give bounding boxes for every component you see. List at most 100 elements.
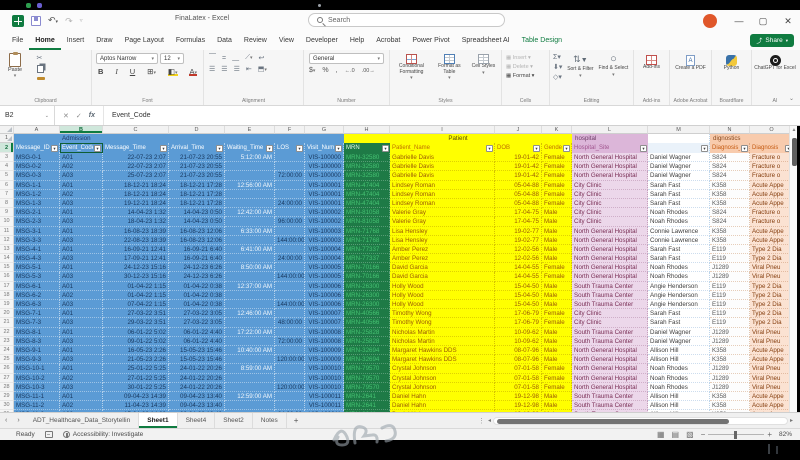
- filter-icon[interactable]: ▾: [382, 144, 389, 152]
- cell[interactable]: A03: [60, 336, 103, 346]
- cell[interactable]: [275, 327, 305, 337]
- cell[interactable]: 21-05-23 2:26: [103, 355, 169, 365]
- cell[interactable]: A01: [60, 208, 103, 218]
- cell[interactable]: K358: [710, 226, 750, 236]
- cell[interactable]: Noah Rhodes: [648, 263, 710, 273]
- cell[interactable]: K358: [710, 355, 750, 365]
- cell[interactable]: MSG-11-3: [14, 410, 60, 412]
- cell[interactable]: [275, 401, 305, 411]
- cell[interactable]: 27-03-22 3:05: [169, 318, 225, 328]
- cell[interactable]: A02: [60, 290, 103, 300]
- cell[interactable]: Holly Wood: [390, 281, 495, 291]
- accessibility-status[interactable]: Accessibility: Investigate: [62, 431, 143, 438]
- cell[interactable]: MSG-1-3: [14, 198, 60, 209]
- cell[interactable]: 12:56:00 AM: [225, 180, 275, 190]
- cell[interactable]: [225, 318, 275, 328]
- cell[interactable]: Acute Appe: [750, 198, 794, 209]
- cell[interactable]: E119: [710, 254, 750, 264]
- cell[interactable]: S824: [710, 153, 750, 163]
- cell[interactable]: MRN-81058: [344, 217, 390, 227]
- cell[interactable]: 12:59:00 AM: [225, 391, 275, 402]
- cell[interactable]: J1289: [710, 364, 750, 374]
- cell[interactable]: 24-01-22 20:26: [169, 373, 225, 383]
- fill-icon[interactable]: ⬇▾: [553, 64, 563, 71]
- menu-tab-formulas[interactable]: Formulas: [175, 37, 206, 44]
- cell[interactable]: MSG-8-3: [14, 336, 60, 346]
- cancel-formula-icon[interactable]: ✕: [63, 112, 69, 120]
- cell[interactable]: MSG-6-2: [14, 290, 60, 300]
- cell[interactable]: Daniel Wagner: [648, 336, 710, 346]
- indent-decrease-icon[interactable]: ⇤: [245, 66, 252, 73]
- cell[interactable]: Noah Rhodes: [648, 382, 710, 392]
- cell[interactable]: MRN-70166: [344, 263, 390, 273]
- cell[interactable]: David Garcia: [390, 263, 495, 273]
- cell[interactable]: 30-12-23 15:16: [103, 272, 169, 282]
- cell[interactable]: 19-01-42: [495, 162, 542, 172]
- cell[interactable]: A01: [60, 391, 103, 402]
- cell[interactable]: Lindsey Roman: [390, 180, 495, 190]
- cell[interactable]: J1289: [710, 263, 750, 273]
- cell[interactable]: 24-01-22 20:26: [169, 382, 225, 392]
- filter-icon[interactable]: ▾: [94, 144, 101, 152]
- row-header-24[interactable]: 24: [0, 345, 14, 356]
- zoom-in-icon[interactable]: +: [767, 429, 772, 439]
- cell[interactable]: K358: [710, 345, 750, 356]
- cell[interactable]: [225, 300, 275, 310]
- cell[interactable]: 17:22:00 AM: [225, 327, 275, 337]
- cell[interactable]: 19-02-77: [495, 235, 542, 245]
- cell[interactable]: VIS-100005: [305, 263, 344, 273]
- column-header-dob[interactable]: DOB ▾: [495, 143, 542, 153]
- row-header-18[interactable]: 18: [0, 290, 14, 300]
- cell[interactable]: VIS-100010: [305, 364, 344, 374]
- cell[interactable]: Amber Perez: [390, 254, 495, 264]
- cell[interactable]: Connie Lawrence: [648, 226, 710, 236]
- column-header-message-id[interactable]: Message_ID ▾: [14, 143, 60, 153]
- cell[interactable]: [275, 244, 305, 255]
- row-header-5[interactable]: 5: [0, 171, 14, 181]
- cell[interactable]: 96:00:00: [275, 217, 305, 227]
- cell[interactable]: S824: [710, 162, 750, 172]
- cut-icon[interactable]: ✂: [36, 55, 43, 62]
- bold-button[interactable]: B: [98, 67, 104, 76]
- cell[interactable]: VIS-100008: [305, 336, 344, 346]
- cell[interactable]: Fracture o: [750, 162, 794, 172]
- cell[interactable]: Daniel Wagner: [648, 153, 710, 163]
- cell[interactable]: 15-04-50: [495, 300, 542, 310]
- cell[interactable]: 17-09-21 12:41: [103, 254, 169, 264]
- menu-tab-spreadsheet-ai[interactable]: Spreadsheet AI: [461, 37, 510, 44]
- cell[interactable]: E119: [710, 244, 750, 255]
- cell[interactable]: Female: [542, 171, 572, 181]
- delete-cells-button[interactable]: ▦ Delete ▾: [506, 64, 533, 70]
- cell[interactable]: A03: [60, 318, 103, 328]
- cell[interactable]: 11-04-23 14:39: [103, 401, 169, 411]
- cell[interactable]: MRN-70166: [344, 272, 390, 282]
- cell[interactable]: 120:00:00: [275, 382, 305, 392]
- cell[interactable]: MSG-10-3: [14, 382, 60, 392]
- cell[interactable]: Gabrielle Davis: [390, 162, 495, 172]
- horizontal-scroll-thumb[interactable]: [497, 419, 730, 424]
- cell-styles-button[interactable]: Cell Styles ▾: [469, 54, 498, 105]
- row-header-16[interactable]: 16: [0, 272, 14, 282]
- cell[interactable]: [225, 373, 275, 383]
- font-size-select[interactable]: 12 ▾: [160, 53, 184, 64]
- cell[interactable]: Holly Wood: [390, 300, 495, 310]
- cell[interactable]: Acute Appe: [750, 345, 794, 356]
- sort-filter-button[interactable]: ⇅▼ Sort & Filter ▾: [567, 54, 594, 79]
- cell[interactable]: [225, 217, 275, 227]
- cell[interactable]: City Clinic: [572, 309, 648, 319]
- cell[interactable]: Sarah Fast: [648, 318, 710, 328]
- cell[interactable]: S824: [710, 171, 750, 181]
- cell[interactable]: Acute Appe: [750, 391, 794, 402]
- cell[interactable]: [275, 208, 305, 218]
- cell[interactable]: Male: [542, 217, 572, 227]
- cell[interactable]: South Trauma Center: [572, 327, 648, 337]
- insert-function-icon[interactable]: fx: [88, 112, 95, 119]
- column-header-diagnosis[interactable]: Diagnosis▾: [750, 143, 794, 153]
- column-header-event-code[interactable]: Event_Code ▾: [60, 143, 103, 153]
- cell[interactable]: VIS-100011: [305, 391, 344, 402]
- cell[interactable]: Type 2 Dia: [750, 318, 794, 328]
- paste-button[interactable]: Paste ▾: [8, 52, 22, 79]
- cell[interactable]: 09-04-23 13:40: [169, 401, 225, 411]
- cell[interactable]: [275, 281, 305, 291]
